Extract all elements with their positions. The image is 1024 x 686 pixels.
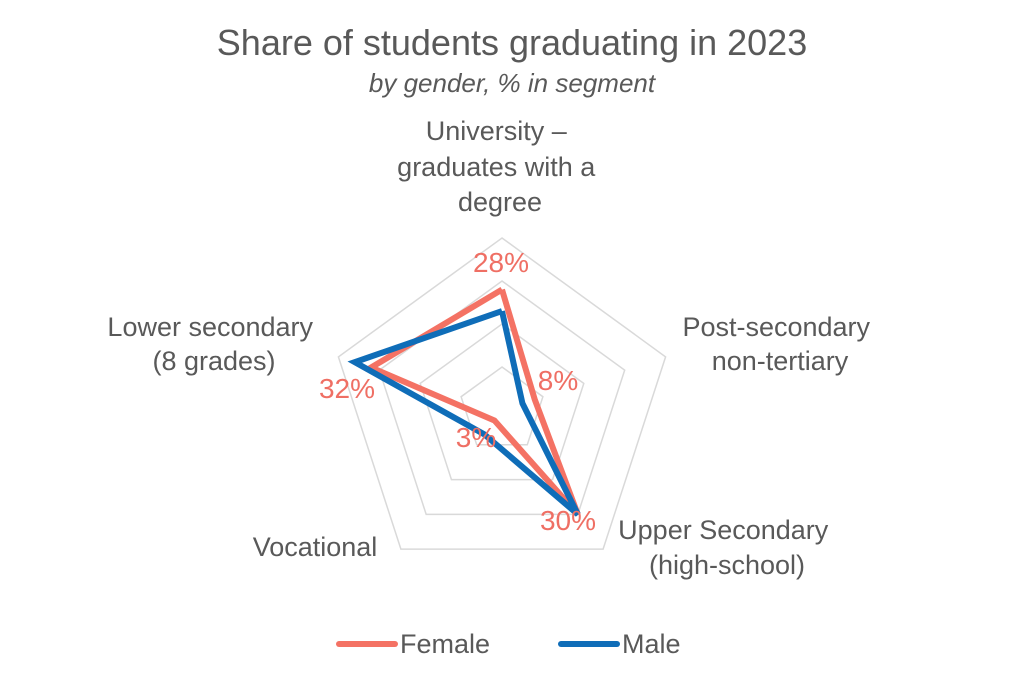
- legend-swatch-male: [558, 641, 620, 647]
- chart-subtitle: by gender, % in segment: [368, 68, 656, 98]
- grid-ring-1: [460, 366, 544, 446]
- legend-swatch-female: [336, 641, 398, 647]
- series-line-female: [364, 287, 581, 517]
- grid-ring-2: [419, 323, 585, 481]
- data-label-female-university: 28%: [473, 247, 529, 278]
- axis-label-upper-secondary: Upper Secondary (high-school): [618, 515, 836, 580]
- grid-ring-3: [378, 280, 626, 516]
- radar-grid: [337, 237, 667, 550]
- legend-item-female: Female: [336, 624, 490, 664]
- axis-label-lower-secondary: Lower secondary (8 grades): [107, 312, 320, 376]
- legend-label-male: Male: [622, 628, 681, 659]
- series-line-male: [347, 308, 581, 517]
- chart-legend: Female Male: [0, 624, 1024, 664]
- legend-label-female: Female: [400, 628, 491, 659]
- data-label-female-post-secondary: 8%: [538, 365, 578, 396]
- axis-label-post-secondary: Post-secondary non-tertiary: [682, 312, 877, 376]
- chart-title: Share of students graduating in 2023: [216, 22, 808, 63]
- axis-label-vocational: Vocational: [253, 532, 378, 562]
- grid-ring-4: [337, 237, 667, 550]
- data-label-female-upper-secondary: 30%: [540, 505, 596, 536]
- axis-label-university: University – graduates with a degree: [397, 116, 603, 217]
- legend-item-male: Male: [558, 624, 681, 664]
- data-label-female-vocational: 3%: [456, 422, 496, 453]
- data-label-female-lower-secondary: 32%: [319, 373, 375, 404]
